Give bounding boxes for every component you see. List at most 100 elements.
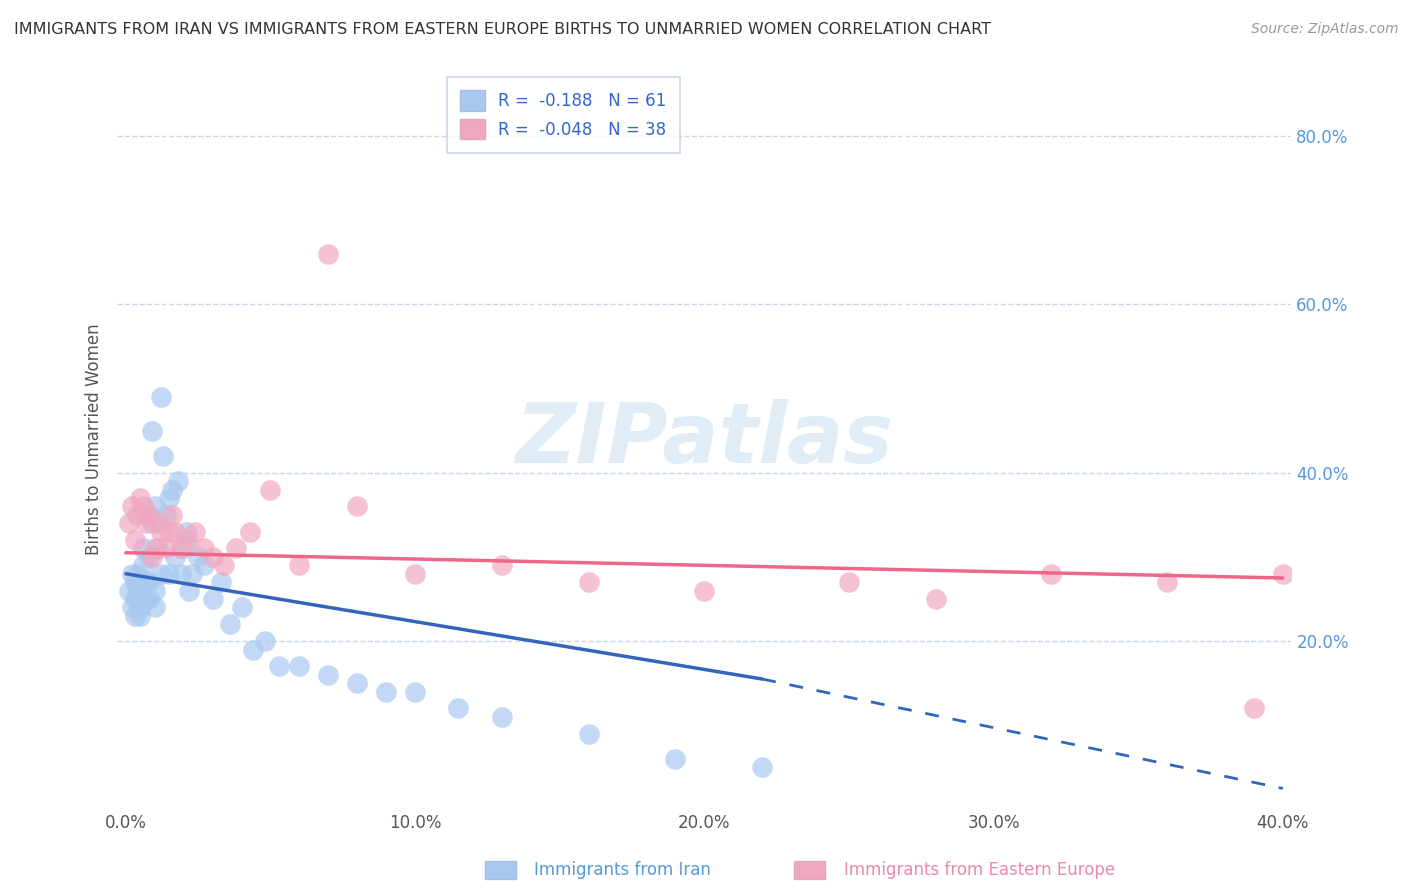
Point — [318, 668, 340, 682]
Point — [129, 592, 152, 607]
Point — [201, 549, 224, 564]
Point — [146, 516, 169, 531]
Point — [141, 424, 163, 438]
Point — [318, 247, 340, 261]
Text: ZIPatlas: ZIPatlas — [516, 399, 893, 480]
Point — [129, 491, 152, 505]
Point — [751, 760, 773, 774]
Point — [129, 575, 152, 590]
Point — [121, 600, 143, 615]
Point — [578, 575, 600, 590]
Point — [149, 566, 172, 581]
Point — [138, 508, 160, 522]
Point — [127, 508, 149, 522]
Point — [242, 642, 264, 657]
Point — [925, 592, 948, 607]
Point — [491, 710, 513, 724]
Point — [118, 516, 141, 531]
Point — [253, 634, 276, 648]
Point — [1040, 566, 1063, 581]
Point — [132, 541, 155, 556]
Point — [155, 541, 177, 556]
Point — [346, 676, 368, 690]
Point — [129, 608, 152, 623]
Point — [143, 583, 166, 598]
Point — [209, 575, 232, 590]
Point — [163, 549, 186, 564]
Point — [447, 701, 470, 715]
Point — [124, 575, 146, 590]
Point — [404, 566, 426, 581]
Point — [578, 727, 600, 741]
Point — [157, 566, 180, 581]
Point — [225, 541, 247, 556]
Point — [160, 508, 183, 522]
Point — [173, 541, 195, 556]
Point — [288, 659, 311, 673]
Point — [664, 752, 686, 766]
Point — [181, 566, 204, 581]
Y-axis label: Births to Unmarried Women: Births to Unmarried Women — [86, 323, 103, 555]
Point — [121, 500, 143, 514]
Point — [132, 583, 155, 598]
Point — [143, 500, 166, 514]
Point — [135, 516, 157, 531]
Legend: R =  -0.188   N = 61, R =  -0.048   N = 38: R = -0.188 N = 61, R = -0.048 N = 38 — [447, 77, 681, 153]
Text: Source: ZipAtlas.com: Source: ZipAtlas.com — [1251, 22, 1399, 37]
Point — [149, 390, 172, 404]
Point — [143, 541, 166, 556]
Point — [193, 558, 215, 573]
Point — [239, 524, 262, 539]
Point — [288, 558, 311, 573]
Point — [179, 583, 201, 598]
Point — [170, 566, 193, 581]
Point — [127, 566, 149, 581]
Point — [146, 541, 169, 556]
Point — [346, 500, 368, 514]
Point — [838, 575, 860, 590]
Point — [152, 449, 174, 463]
Point — [375, 684, 398, 698]
Point — [138, 549, 160, 564]
Point — [155, 508, 177, 522]
Point — [124, 592, 146, 607]
Point — [160, 483, 183, 497]
Point — [124, 608, 146, 623]
Point — [212, 558, 235, 573]
Point — [176, 533, 198, 547]
Point — [193, 541, 215, 556]
Text: Immigrants from Eastern Europe: Immigrants from Eastern Europe — [844, 861, 1115, 879]
Point — [157, 491, 180, 505]
Point — [129, 600, 152, 615]
Point — [231, 600, 253, 615]
Point — [127, 583, 149, 598]
Point — [167, 474, 190, 488]
Point — [118, 583, 141, 598]
Point — [187, 549, 209, 564]
Point — [121, 566, 143, 581]
Point — [1271, 566, 1294, 581]
Point — [219, 617, 242, 632]
Point — [138, 575, 160, 590]
Point — [269, 659, 291, 673]
Point — [149, 524, 172, 539]
Point — [141, 549, 163, 564]
Point — [135, 575, 157, 590]
Point — [259, 483, 281, 497]
Point — [491, 558, 513, 573]
Point — [124, 533, 146, 547]
Point — [163, 524, 186, 539]
Point — [135, 508, 157, 522]
Point — [404, 684, 426, 698]
Text: IMMIGRANTS FROM IRAN VS IMMIGRANTS FROM EASTERN EUROPE BIRTHS TO UNMARRIED WOMEN: IMMIGRANTS FROM IRAN VS IMMIGRANTS FROM … — [14, 22, 991, 37]
Point — [157, 524, 180, 539]
Point — [138, 592, 160, 607]
Point — [132, 500, 155, 514]
Point — [170, 541, 193, 556]
Point — [132, 558, 155, 573]
Text: Immigrants from Iran: Immigrants from Iran — [534, 861, 711, 879]
Point — [201, 592, 224, 607]
Point — [176, 524, 198, 539]
Point — [141, 516, 163, 531]
Point — [693, 583, 716, 598]
